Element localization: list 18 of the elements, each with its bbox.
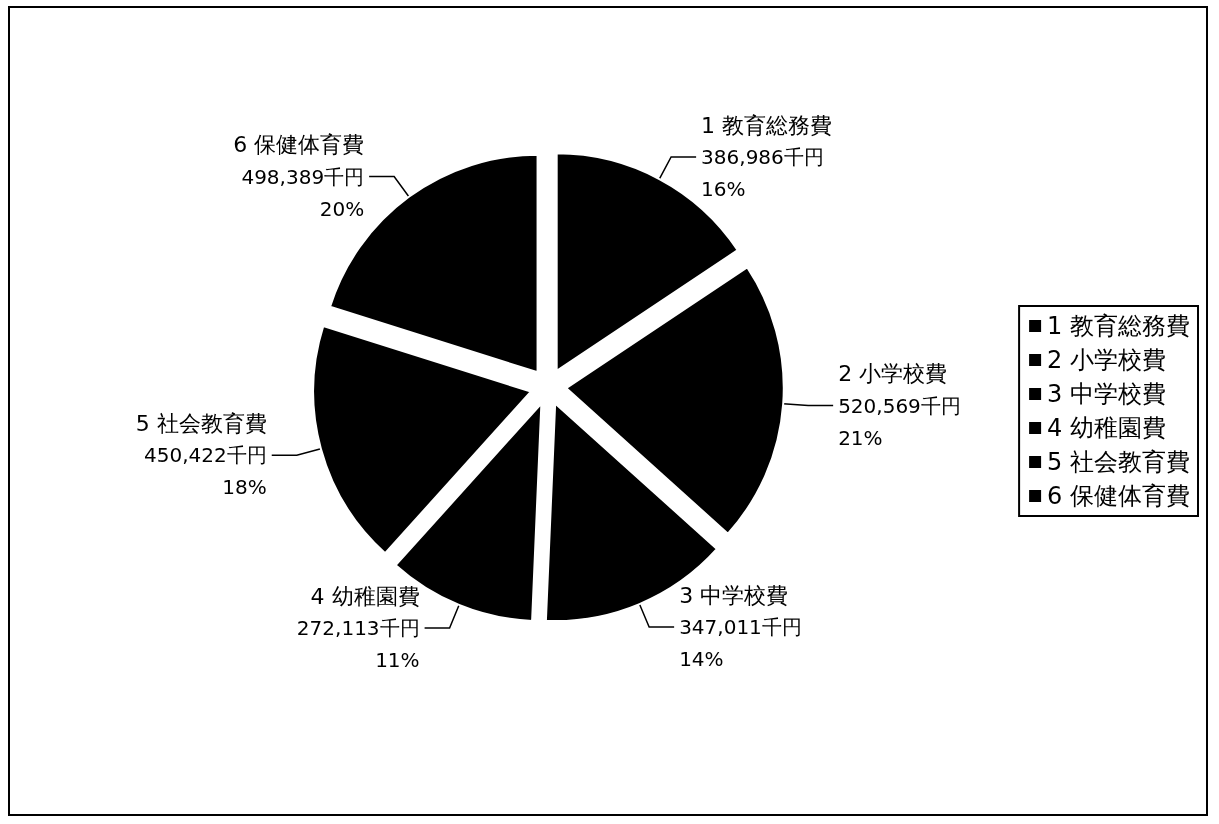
data-label: 450,422千円 18% xyxy=(144,443,267,500)
slice-label: 2 小学校費 xyxy=(838,361,948,387)
slice-label: 3 中学校費 xyxy=(679,582,789,608)
data-label: 520,569千円 21% xyxy=(838,393,961,450)
category-label: 5 社会教育費 xyxy=(135,410,267,436)
legend-label: 3 中学校費 xyxy=(1047,380,1167,408)
legend-label: 5 社会教育費 xyxy=(1047,448,1191,476)
slice-label: 1 教育総務費 xyxy=(701,112,833,138)
slice-label: 4 幼稚園費 xyxy=(310,583,420,609)
data-label: 386,986千円 16% xyxy=(701,145,824,201)
legend-label: 1 教育総務費 xyxy=(1047,312,1191,340)
legend-label: 4 幼稚園費 xyxy=(1047,414,1167,442)
legend-label: 6 保健体育費 xyxy=(1047,482,1191,510)
data-label: 498,389千円 20% xyxy=(241,164,365,221)
legend-label: 2 小学校費 xyxy=(1047,346,1167,374)
slice-label: 6 保健体育費 xyxy=(233,132,365,158)
data-label: 272,113千円 11% xyxy=(296,616,420,673)
data-label: 347,011千円 14% xyxy=(679,615,802,672)
